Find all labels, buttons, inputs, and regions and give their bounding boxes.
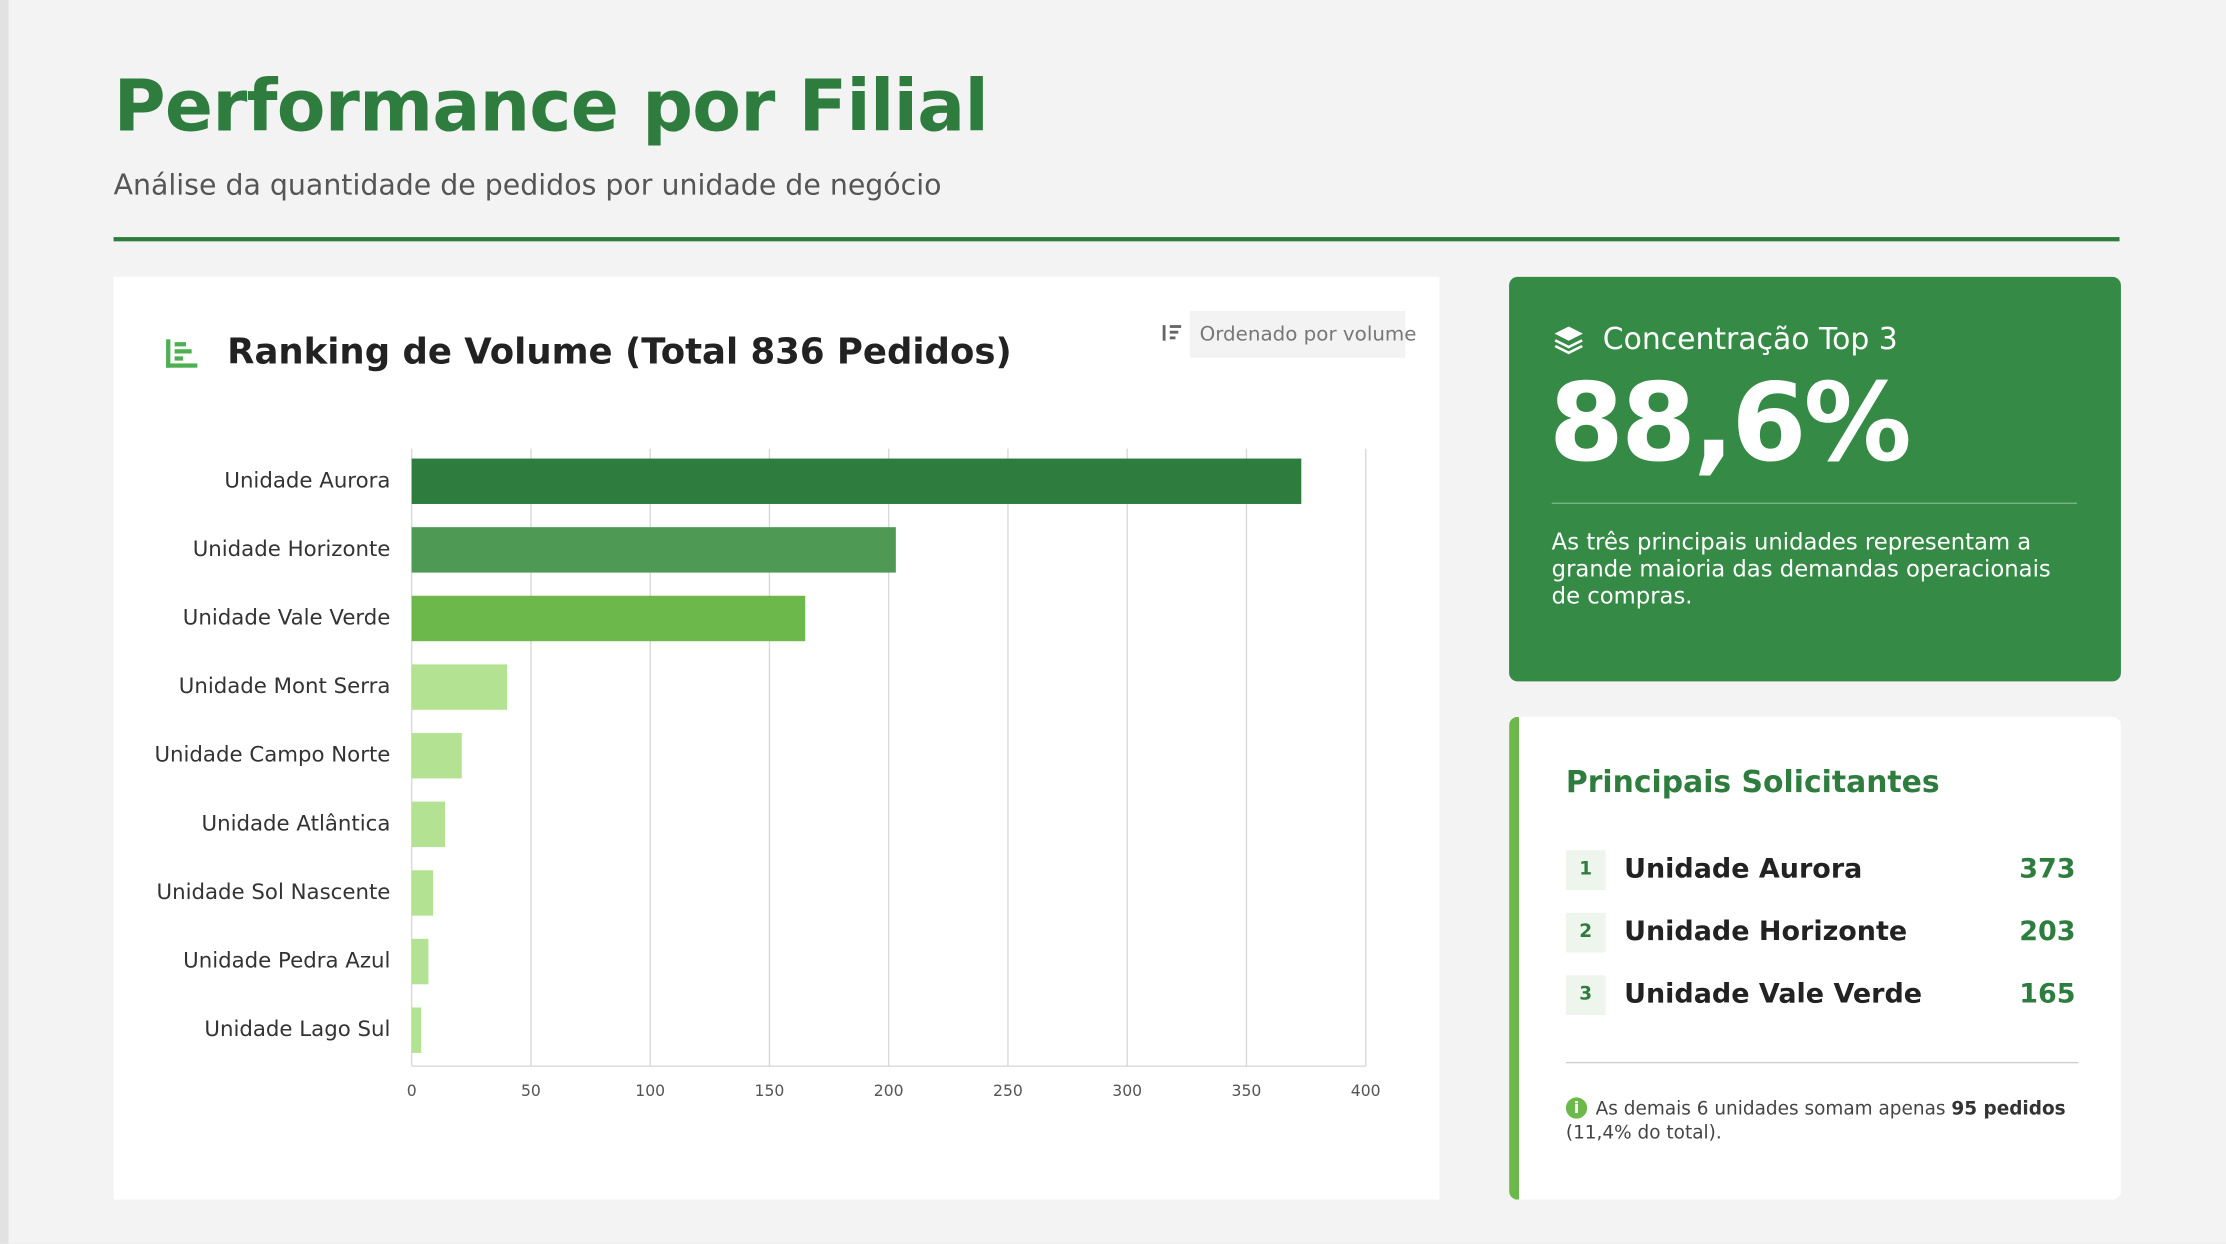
list-item: 1 Unidade Aurora 373 xyxy=(1565,850,2076,893)
x-tick-label: 150 xyxy=(755,1082,785,1100)
item-rank: 1 xyxy=(1565,850,1606,891)
chart-icon xyxy=(166,339,198,368)
x-tick-label: 100 xyxy=(635,1082,665,1100)
bar xyxy=(411,938,429,985)
x-tick-label: 350 xyxy=(1232,1082,1262,1100)
item-name: Unidade Vale Verde xyxy=(1624,978,1923,1010)
item-value: 203 xyxy=(2019,915,2076,947)
y-tick-label: Unidade Horizonte xyxy=(193,537,391,562)
item-name: Unidade Aurora xyxy=(1624,853,1863,885)
list-item: 2 Unidade Horizonte 203 xyxy=(1565,912,2076,956)
kpi-label: Concentração Top 3 xyxy=(1602,322,1898,357)
note-text: (11,4% do total). xyxy=(1565,1122,1722,1145)
page-subtitle: Análise da quantidade de pedidos por uni… xyxy=(113,167,942,202)
chart: Ranking de Volume (Total 836 Pedidos) Or… xyxy=(154,310,1417,1100)
item-rank: 2 xyxy=(1565,912,1606,953)
sort-badge-bg xyxy=(1189,310,1406,358)
kpi-card: Concentração Top 3 88,6% As três princip… xyxy=(1509,276,2121,682)
list-item: 3 Unidade Vale Verde 165 xyxy=(1565,975,2076,1018)
x-tick-label: 200 xyxy=(874,1082,904,1100)
bar xyxy=(411,870,434,916)
bar xyxy=(411,801,446,848)
divider xyxy=(1551,502,2077,504)
item-name: Unidade Horizonte xyxy=(1624,915,1908,947)
bar xyxy=(411,458,1302,504)
bar xyxy=(411,664,508,710)
note-bold: 95 pedidos xyxy=(1951,1098,2066,1121)
divider xyxy=(1565,1061,2079,1064)
y-tick-label: Unidade Pedra Azul xyxy=(183,949,390,974)
bar xyxy=(411,733,462,779)
note: i As demais 6 unidades somam apenas 95 pe… xyxy=(1565,1097,2084,1145)
info-icon: i xyxy=(1565,1097,1588,1119)
y-tick-label: Unidade Atlântica xyxy=(202,811,391,836)
item-rank: 3 xyxy=(1565,975,1606,1016)
note-text: As demais 6 unidades somam apenas xyxy=(1595,1098,1946,1121)
sort-badge: Ordenado por volume xyxy=(1200,323,1417,346)
y-tick-label: Unidade Campo Norte xyxy=(154,743,390,768)
chart-title: Ranking de Volume (Total 836 Pedidos) xyxy=(227,331,1012,372)
top-list-title: Principais Solicitantes xyxy=(1565,765,1940,800)
layers-icon xyxy=(1554,326,1583,355)
item-value: 165 xyxy=(2019,978,2076,1010)
bar xyxy=(411,595,806,642)
y-tick-label: Unidade Vale Verde xyxy=(183,605,391,630)
kpi-value: 88,6% xyxy=(1548,359,1912,486)
divider xyxy=(113,237,2120,242)
bar xyxy=(411,1007,422,1053)
x-tick-label: 300 xyxy=(1112,1082,1142,1100)
kpi-description: As três principais unidades representam … xyxy=(1551,528,2051,610)
chart-card: Ranking de Volume (Total 836 Pedidos) Or… xyxy=(113,276,1440,1200)
y-tick-label: Unidade Lago Sul xyxy=(204,1017,390,1042)
x-tick-label: 50 xyxy=(521,1082,541,1100)
y-tick-label: Unidade Aurora xyxy=(224,468,390,493)
x-tick-label: 250 xyxy=(993,1082,1023,1100)
x-tick-label: 0 xyxy=(407,1082,417,1100)
top-list-card: Principais Solicitantes 1 Unidade Aurora 3… xyxy=(1509,716,2121,1200)
page-title: Performance por Filial xyxy=(113,65,989,148)
sort-icon xyxy=(1162,325,1182,341)
bar xyxy=(411,527,896,573)
item-value: 373 xyxy=(2019,853,2076,885)
y-tick-label: Unidade Mont Serra xyxy=(179,674,391,699)
x-tick-label: 400 xyxy=(1351,1082,1381,1100)
y-tick-label: Unidade Sol Nascente xyxy=(157,880,391,905)
